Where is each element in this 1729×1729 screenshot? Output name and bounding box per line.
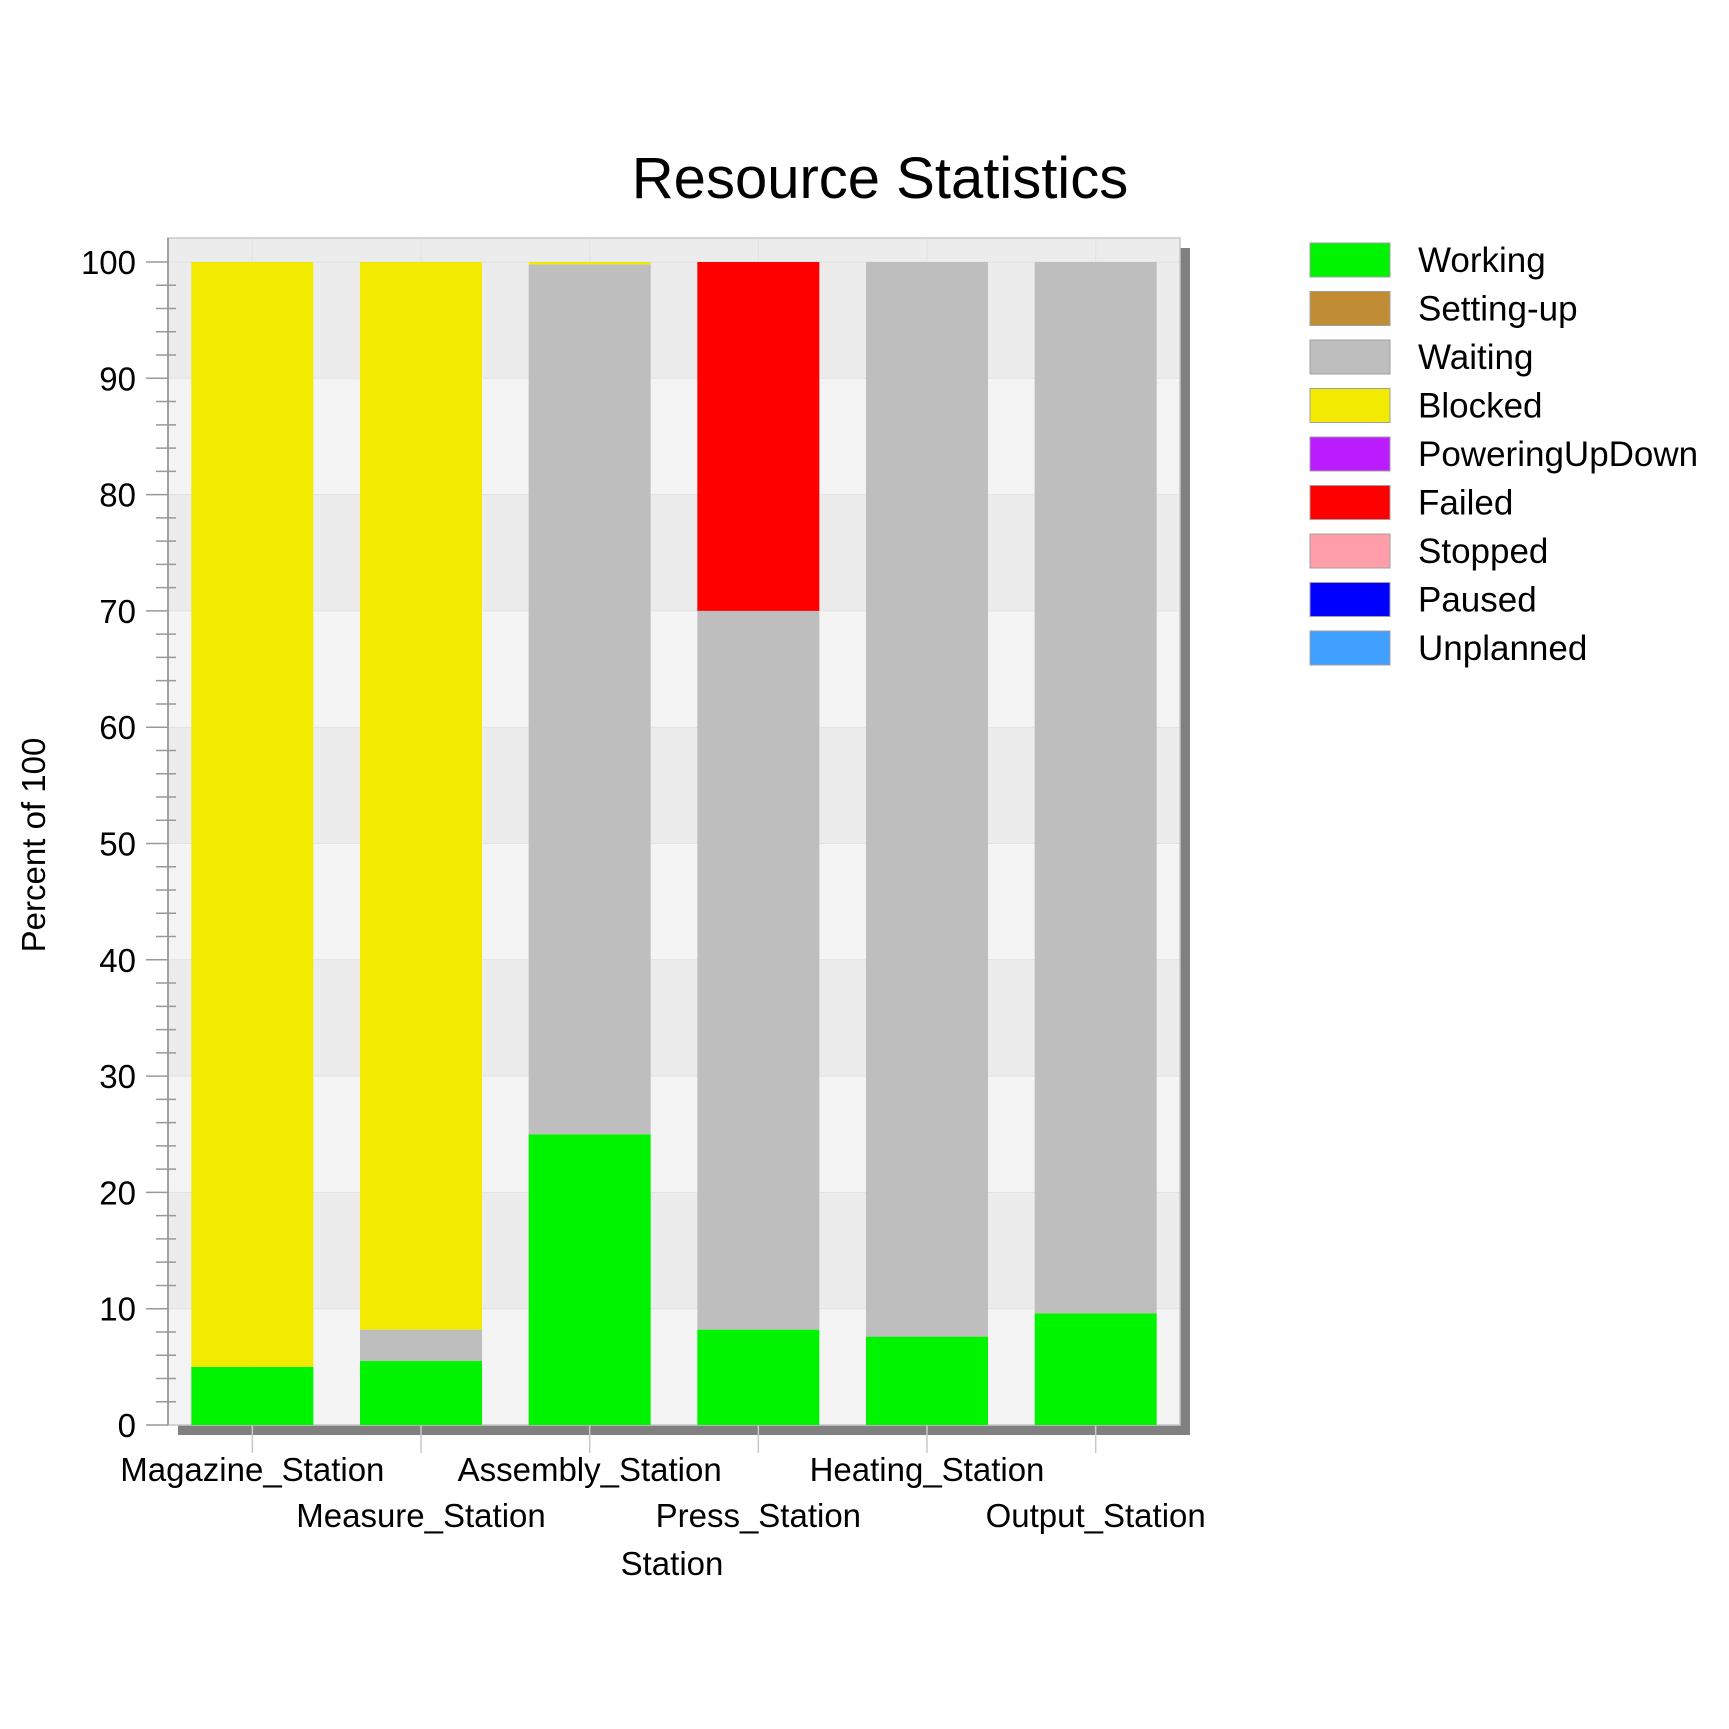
x-tick-label: Output_Station (986, 1497, 1206, 1534)
legend-label-blocked: Blocked (1418, 387, 1543, 426)
grid-band (168, 1192, 1180, 1309)
x-tick-label: Heating_Station (810, 1451, 1045, 1488)
legend-swatch-paused (1309, 582, 1391, 617)
legend-label-failed: Failed (1418, 484, 1513, 523)
grid-band (168, 238, 1180, 262)
legend-swatch-working (1309, 242, 1391, 278)
bar-working-assembly_station (528, 1134, 651, 1425)
legend-label-paused: Paused (1418, 581, 1537, 620)
x-axis-label: Station (621, 1545, 724, 1582)
legend-label-waiting: Waiting (1418, 338, 1533, 377)
x-tick-label: Magazine_Station (120, 1451, 384, 1488)
bar-blocked-assembly_station (528, 262, 651, 265)
y-tick-label: 30 (99, 1058, 136, 1095)
y-tick-label: 100 (81, 244, 136, 281)
legend-swatch-unplanned (1309, 630, 1391, 666)
legend-label-setting-up: Setting-up (1418, 290, 1578, 329)
bar-working-heating_station (866, 1336, 988, 1425)
y-tick-label: 70 (99, 593, 136, 630)
legend-swatch-stopped (1309, 533, 1391, 569)
legend-swatch-poweringupdown (1309, 436, 1391, 472)
y-tick-label: 50 (99, 826, 136, 863)
bar-waiting-heating_station (866, 262, 988, 1337)
bar-waiting-assembly_station (528, 264, 651, 1135)
x-tick-label: Press_Station (656, 1497, 861, 1534)
legend-label-poweringupdown: PoweringUpDown (1418, 435, 1698, 474)
legend-label-working: Working (1418, 241, 1546, 280)
x-tick-label: Measure_Station (296, 1497, 545, 1534)
grid-band (168, 262, 1180, 379)
bar-blocked-measure_station (360, 262, 482, 1330)
bar-failed-press_station (697, 262, 820, 611)
grid-band (168, 727, 1180, 844)
y-tick-label: 0 (118, 1407, 136, 1444)
bar-working-press_station (697, 1329, 820, 1425)
bar-working-measure_station (360, 1361, 482, 1425)
y-tick-label: 90 (99, 360, 136, 397)
bar-waiting-measure_station (360, 1329, 482, 1362)
legend-swatch-waiting (1309, 339, 1391, 375)
y-tick-label: 80 (99, 477, 136, 514)
bar-waiting-output_station (1034, 262, 1157, 1314)
y-tick-label: 60 (99, 709, 136, 746)
legend-swatch-blocked (1309, 388, 1391, 423)
x-axis: Magazine_Station Measure_Station Assembly_… (120, 1425, 1206, 1534)
legend-swatch-failed (1309, 485, 1391, 520)
y-axis-label: Percent of 100 (15, 738, 52, 953)
legend-label-stopped: Stopped (1418, 532, 1548, 571)
y-tick-label: 40 (99, 942, 136, 979)
y-axis: 0 10 20 30 40 50 60 70 80 90 100 (81, 238, 176, 1444)
legend-swatch-setting-up (1309, 291, 1391, 326)
y-tick-label: 10 (99, 1291, 136, 1328)
bar-waiting-press_station (697, 610, 820, 1330)
grid-band (168, 959, 1180, 1077)
legend-label-unplanned: Unplanned (1418, 629, 1587, 668)
y-tick-label: 20 (99, 1174, 136, 1211)
legend: Working Setting-up Waiting Blocked PoweringU… (1309, 241, 1698, 668)
chart-title: Resource Statistics (632, 146, 1128, 211)
grid-band (168, 494, 1180, 611)
bar-working-magazine_station (191, 1366, 314, 1425)
bars (191, 262, 1157, 1425)
x-tick-label: Assembly_Station (458, 1451, 722, 1488)
bar-working-output_station (1034, 1313, 1157, 1425)
bar-blocked-magazine_station (191, 262, 314, 1367)
gridlines (167, 237, 1181, 1426)
